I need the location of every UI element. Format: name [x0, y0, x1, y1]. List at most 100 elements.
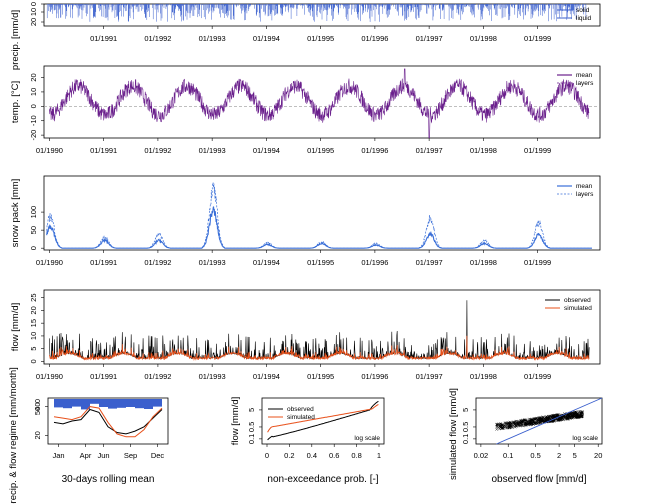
precip-y-tick-label: 20: [29, 18, 38, 26]
snow-x-tick-label: 01/1996: [361, 258, 388, 267]
scatter-x-tick-label: 5: [573, 451, 577, 460]
flow-plot-frame: [43, 289, 601, 365]
temp-mean-line: [49, 68, 590, 139]
flow-simulated-line: [49, 335, 590, 361]
temp-series: [44, 68, 600, 139]
fdc-panel: 0 0.2 0.4 0.6 0.8 1 0.1 0.5 5 observed simulated…: [247, 397, 385, 485]
snow-x-tick-label: 01/1990: [36, 258, 63, 267]
fdc-series: [267, 400, 379, 441]
flow-y-tick-label: 10: [29, 332, 38, 340]
scatter-x-tick-label: 0.1: [503, 451, 513, 460]
scatter-x-label: observed flow [mm/d]: [491, 474, 586, 485]
temp-x-tick-label: 01/1995: [307, 146, 334, 155]
flow-y-tick-label: 0: [29, 359, 38, 363]
flow-observed-line: [49, 300, 590, 360]
temp-x-tick-label: 01/1992: [144, 146, 171, 155]
precip-x-tick-label: 01/1993: [199, 34, 226, 43]
flow-y-tick-label: 20: [29, 306, 38, 314]
temp-legend-layers: layers: [576, 80, 594, 87]
temp-y-axis: -20 -10 0 10 20: [29, 73, 44, 141]
temp-panel: -20 -10 0 10 20 01/1990 01/1991 01/1992 01/1993…: [29, 65, 601, 155]
flow-x-tick-label: 01/1994: [253, 372, 280, 381]
scatter-series: [495, 397, 603, 445]
flow-x-tick-label: 01/1990: [36, 372, 63, 381]
snow-x-tick-label: 01/1994: [253, 258, 280, 267]
snow-y-tick-label: 50: [29, 226, 38, 234]
temp-x-axis: 01/1990 01/1991 01/1992 01/1993 01/1994 01/19…: [36, 138, 551, 155]
regime-x-tick-label: Jun: [97, 451, 109, 460]
precip-x-tick-label: 01/1994: [253, 34, 280, 43]
fdc-observed-line: [267, 400, 379, 441]
temp-plot-frame: [43, 65, 601, 139]
temp-x-tick-label: 01/1991: [90, 146, 117, 155]
flow-y-tick-label: 5: [29, 347, 38, 351]
temp-y-tick-label: 0: [29, 104, 38, 108]
regime-precip-tick-label: 0: [33, 399, 42, 403]
flow-y-tick-label: 15: [29, 319, 38, 327]
fdc-simulated-line: [267, 404, 379, 433]
regime-x-tick-label: Apr: [80, 451, 92, 460]
regime-x-tick-label: Sep: [124, 451, 137, 460]
regime-axes: Jan Apr Jun Sep Dec 20 400 50: [33, 399, 164, 460]
temp-legend: mean layers: [557, 72, 594, 87]
snow-plot-frame: [43, 175, 601, 251]
regime-simulated-line: [53, 406, 163, 438]
fdc-x-tick-label: 0.4: [307, 451, 317, 460]
scatter-x-tick-label: 20: [594, 451, 602, 460]
snow-y-tick-label: 0: [29, 246, 38, 250]
scatter-y-tick-label: 0.5: [461, 422, 470, 432]
temp-x-tick-label: 01/1990: [36, 146, 63, 155]
snow-y-label: snow pack [mm]: [10, 179, 21, 248]
regime-plot-frame: [47, 397, 169, 445]
fdc-y-tick-label: 5: [247, 408, 256, 412]
regime-x-tick-label: Jan: [52, 451, 64, 460]
flow-legend-observed: observed: [564, 297, 591, 304]
scatter-x-tick-label: 2: [557, 451, 561, 460]
temp-x-tick-label: 01/1997: [416, 146, 443, 155]
flow-y-tick-label: 25: [29, 293, 38, 301]
regime-precip-bar: [117, 399, 126, 408]
flow-legend-simulated: simulated: [564, 305, 592, 312]
flow-legend: observed simulated: [545, 297, 592, 312]
precip-y-axis: 0 10 20: [29, 2, 44, 26]
snow-series: [46, 182, 592, 249]
fdc-x-tick-label: 0.6: [329, 451, 339, 460]
precip-x-tick-label: 01/1999: [524, 34, 551, 43]
temp-legend-mean: mean: [576, 72, 593, 79]
precip-y-tick-label: 0: [29, 2, 38, 6]
fdc-plot-frame: [261, 397, 385, 445]
fdc-axes: 0 0.2 0.4 0.6 0.8 1 0.1 0.5 5: [247, 408, 381, 460]
fdc-y-tick-label: 0.1: [247, 434, 256, 444]
temp-y-tick-label: -20: [29, 130, 38, 141]
scatter-scale-note: log scale: [572, 435, 598, 442]
regime-precip-bar: [126, 399, 135, 407]
precip-x-tick-label: 01/1997: [416, 34, 443, 43]
precip-x-tick-label: 01/1991: [90, 34, 117, 43]
regime-precip-bar: [72, 399, 81, 407]
scatter-panel: 0.02 0.1 0.5 2 5 20 0.1 0.5 5 log scale observed…: [461, 397, 603, 485]
precip-legend-liquid: liquid: [576, 15, 592, 22]
flow-x-tick-label: 01/1998: [470, 372, 497, 381]
snow-x-tick-label: 01/1998: [470, 258, 497, 267]
fdc-x-tick-label: 0: [265, 451, 269, 460]
temp-x-tick-label: 01/1996: [361, 146, 388, 155]
precip-y-label: precip. [mm/d]: [10, 10, 21, 70]
snow-legend: mean layers: [557, 183, 594, 198]
scatter-axes: 0.02 0.1 0.5 2 5 20 0.1 0.5 5: [461, 408, 602, 460]
flow-x-tick-label: 01/1992: [144, 372, 171, 381]
snow-x-tick-label: 01/1991: [90, 258, 117, 267]
regime-precip-bar: [108, 399, 117, 409]
flow-x-tick-label: 01/1999: [524, 372, 551, 381]
scatter-one-to-one-line: [496, 397, 603, 445]
precip-legend: solid liquid: [557, 7, 592, 22]
temp-x-tick-label: 01/1998: [470, 146, 497, 155]
fdc-x-tick-label: 0.2: [284, 451, 294, 460]
precip-y-tick-label: 10: [29, 8, 38, 16]
flow-x-tick-label: 01/1993: [199, 372, 226, 381]
fdc-legend-observed: observed: [287, 406, 314, 413]
flow-y-label: flow [mm/d]: [10, 303, 21, 352]
flow-x-tick-label: 01/1997: [416, 372, 443, 381]
